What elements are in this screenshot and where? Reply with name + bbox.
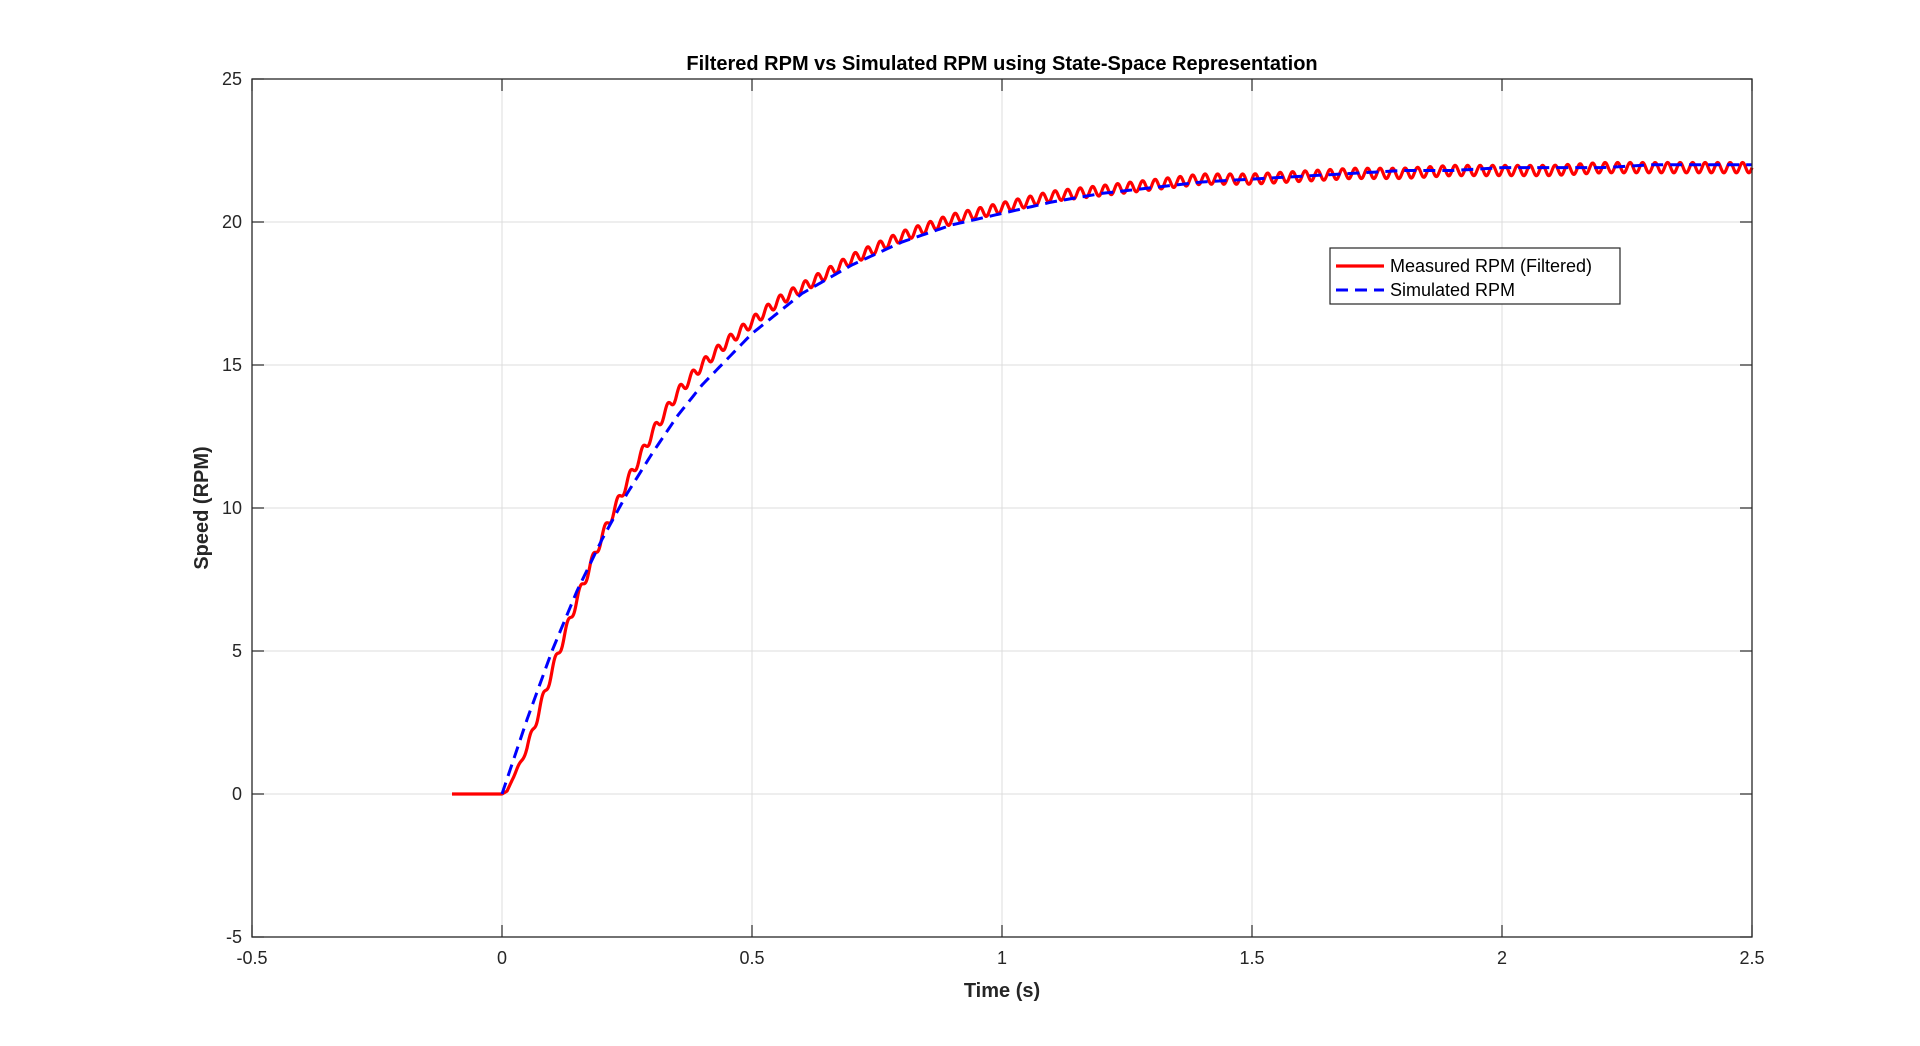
x-tick-label: 2.5 bbox=[1739, 948, 1764, 968]
x-tick-label: 0 bbox=[497, 948, 507, 968]
x-tick-label: -0.5 bbox=[236, 948, 267, 968]
x-tick-label: 0.5 bbox=[739, 948, 764, 968]
y-tick-label: 25 bbox=[222, 69, 242, 89]
x-tick-label: 1 bbox=[997, 948, 1007, 968]
y-tick-label: 20 bbox=[222, 212, 242, 232]
chart-title: Filtered RPM vs Simulated RPM using Stat… bbox=[686, 53, 1317, 75]
y-tick-label: 0 bbox=[232, 784, 242, 804]
legend-label-simulated: Simulated RPM bbox=[1390, 280, 1515, 300]
series-line-measured bbox=[450, 160, 1754, 796]
axis-ticks bbox=[251, 78, 1753, 938]
y-tick-label: 5 bbox=[232, 641, 242, 661]
series-line-simulated bbox=[500, 163, 1752, 795]
x-axis-label: Time (s) bbox=[964, 980, 1040, 1002]
y-axis-label: Speed (RPM) bbox=[191, 446, 213, 569]
y-tick-label: 10 bbox=[222, 498, 242, 518]
legend: Measured RPM (Filtered) Simulated RPM bbox=[1329, 247, 1621, 305]
y-tick-label: -5 bbox=[226, 927, 242, 947]
x-tick-label: 2 bbox=[1497, 948, 1507, 968]
y-tick-label: 15 bbox=[222, 355, 242, 375]
x-tick-label: 1.5 bbox=[1239, 948, 1264, 968]
series-lines bbox=[450, 160, 1754, 796]
legend-box bbox=[1329, 247, 1621, 305]
tick-labels: -0.5 0 0.5 1 1.5 2 2.5 -5 0 5 10 15 20 25 bbox=[222, 69, 1765, 968]
legend-label-measured: Measured RPM (Filtered) bbox=[1390, 256, 1592, 276]
